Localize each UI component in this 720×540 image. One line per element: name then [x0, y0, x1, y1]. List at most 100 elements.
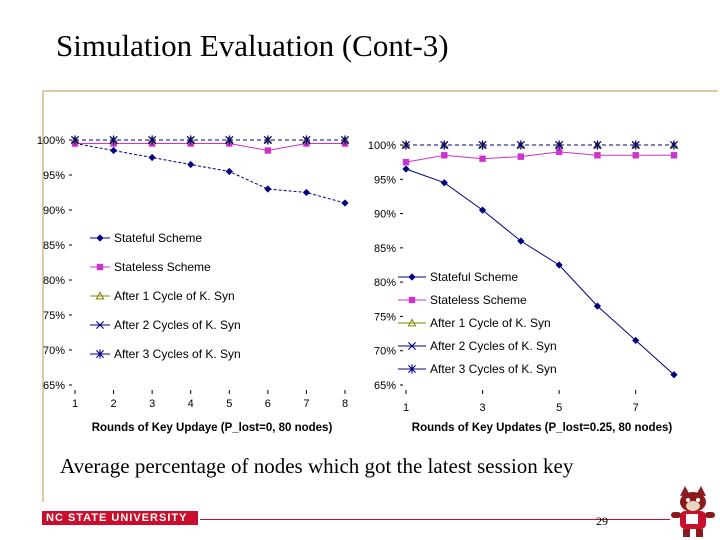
y-tick-label: 85% — [374, 243, 396, 255]
legend-marker-after-1-cycle-of-k-syn — [95, 291, 105, 300]
data-point-stateful-scheme — [109, 146, 118, 155]
data-point-stateful-scheme — [402, 165, 410, 173]
chart-right: 100% 95% 90% 85% 80% 75% 70% 65% 1 3 5 7 Rounds of K… — [368, 140, 679, 434]
y-tick-label: 75% — [43, 310, 65, 322]
data-point-after-3-cycles-of-k-syn — [593, 140, 602, 150]
y-tick-label: 95% — [43, 170, 65, 182]
series-line-stateful-scheme — [405, 168, 675, 376]
y-tick-label: 65% — [374, 380, 396, 392]
x-tick-label: 3 — [480, 402, 486, 414]
data-point-after-3-cycles-of-k-syn — [516, 140, 525, 150]
data-point-stateful-scheme — [341, 199, 349, 207]
y-tick-label: 70% — [374, 346, 396, 358]
data-point-stateless-scheme — [441, 152, 448, 159]
y-tick-label: 80% — [374, 277, 396, 289]
x-tick-label: 1 — [403, 402, 409, 414]
y-tick-label: 100% — [37, 135, 65, 147]
x-axis-label: Rounds of Key Updaye (P_lost=0, 80 nodes… — [92, 422, 333, 434]
legend-marker-after-1-cycle-of-k-syn — [407, 318, 417, 327]
series-line-stateless-scheme — [75, 143, 345, 152]
university-logo: NC STATE UNIVERSITY — [42, 511, 198, 525]
data-point-after-3-cycles-of-k-syn — [109, 135, 118, 145]
legend-label: Stateful Scheme — [114, 231, 202, 245]
legend-marker-after-3-cycles-of-k-syn — [408, 364, 416, 374]
data-point-stateful-scheme — [440, 179, 448, 187]
data-point-after-3-cycles-of-k-syn — [225, 135, 234, 145]
legend-marker-after-3-cycles-of-k-syn — [96, 349, 104, 359]
data-point-after-3-cycles-of-k-syn — [71, 135, 79, 145]
legend-label: After 3 Cycles of K. Syn — [430, 362, 557, 376]
data-point-stateful-scheme — [670, 371, 678, 379]
data-point-after-3-cycles-of-k-syn — [631, 140, 640, 150]
chart-caption: Average percentage of nodes which got th… — [60, 454, 574, 478]
legend-marker-stateful-scheme — [96, 234, 104, 242]
x-tick-label: 7 — [633, 402, 639, 414]
chart-left: 100% 95% 90% 85% 80% 75% 70% 65% 1 2 3 4 5 6 7 8 Rounds … — [37, 135, 350, 434]
data-point-stateful-scheme — [302, 188, 311, 197]
legend-label: After 1 Cycle of K. Syn — [114, 289, 235, 303]
data-point-stateful-scheme — [225, 167, 233, 176]
left-rule — [42, 90, 44, 502]
legend-label: After 2 Cycles of K. Syn — [114, 318, 241, 332]
data-point-stateful-scheme — [478, 206, 487, 214]
data-point-after-3-cycles-of-k-syn — [263, 135, 272, 145]
legend-label: Stateless Scheme — [114, 260, 211, 274]
y-tick-label: 95% — [374, 174, 396, 186]
data-point-stateful-scheme — [555, 261, 563, 269]
data-point-after-3-cycles-of-k-syn — [186, 135, 195, 145]
series-line-stateful-scheme — [74, 143, 346, 204]
data-point-stateless-scheme — [555, 148, 563, 156]
x-tick-label: 4 — [188, 398, 194, 410]
title-rule — [42, 90, 718, 92]
legend-label: After 1 Cycle of K. Syn — [430, 316, 551, 330]
page-number: 29 — [596, 514, 608, 528]
data-point-stateful-scheme — [517, 237, 525, 245]
data-point-after-3-cycles-of-k-syn — [440, 140, 449, 150]
x-tick-label: 2 — [111, 398, 117, 410]
y-tick-label: 65% — [43, 380, 65, 392]
legend-marker-after-2-cycles-of-k-syn — [408, 342, 416, 350]
x-tick-label: 5 — [226, 398, 232, 410]
data-point-after-3-cycles-of-k-syn — [402, 140, 410, 150]
data-point-stateless-scheme — [517, 153, 525, 160]
legend-marker-after-2-cycles-of-k-syn — [96, 321, 104, 329]
data-point-stateless-scheme — [594, 152, 601, 159]
x-axis-label: Rounds of Key Updates (P_lost=0.25, 80 n… — [412, 422, 673, 434]
slide-title: Simulation Evaluation (Cont-3) — [56, 28, 449, 63]
x-tick-label: 3 — [149, 398, 155, 410]
data-point-stateless-scheme — [632, 152, 639, 159]
data-point-after-3-cycles-of-k-syn — [341, 135, 349, 145]
data-point-stateless-scheme — [670, 152, 678, 159]
legend-label: After 3 Cycles of K. Syn — [114, 347, 241, 361]
data-point-after-3-cycles-of-k-syn — [148, 135, 157, 145]
y-tick-label: 90% — [43, 205, 65, 217]
x-tick-label: 1 — [72, 398, 78, 410]
series-line-stateless-scheme — [405, 151, 674, 163]
x-tick-label: 5 — [556, 402, 562, 414]
y-tick-label: 70% — [43, 345, 65, 357]
data-point-after-3-cycles-of-k-syn — [555, 140, 564, 150]
data-point-stateful-scheme — [632, 336, 640, 345]
y-tick-label: 85% — [43, 240, 65, 252]
wolf-mascot-icon — [671, 486, 715, 537]
legend-marker-stateless-scheme — [408, 296, 416, 304]
footer-rule — [200, 519, 670, 520]
data-point-after-3-cycles-of-k-syn — [478, 140, 487, 150]
y-tick-label: 90% — [374, 209, 396, 221]
y-tick-label: 80% — [43, 275, 65, 287]
x-tick-label: 8 — [342, 398, 348, 410]
data-point-after-3-cycles-of-k-syn — [302, 135, 311, 145]
legend-label: Stateless Scheme — [430, 293, 527, 307]
y-tick-label: 75% — [374, 311, 396, 323]
data-point-stateful-scheme — [264, 185, 272, 193]
y-tick-label: 100% — [368, 140, 396, 152]
data-point-stateless-scheme — [479, 155, 486, 162]
legend-marker-stateful-scheme — [408, 273, 416, 281]
x-tick-label: 7 — [303, 398, 309, 410]
data-point-stateless-scheme — [264, 147, 272, 154]
legend-label: After 2 Cycles of K. Syn — [430, 339, 557, 353]
data-point-after-3-cycles-of-k-syn — [670, 140, 678, 150]
data-point-stateful-scheme — [148, 153, 156, 162]
legend-label: Stateful Scheme — [430, 270, 518, 284]
legend-marker-stateless-scheme — [96, 263, 104, 271]
